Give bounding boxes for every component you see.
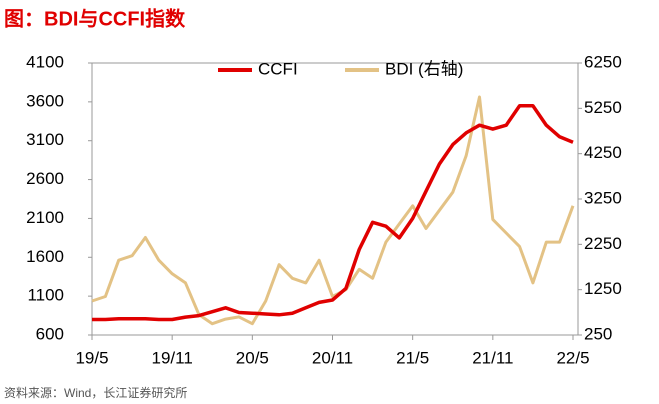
y-tick-label: 1600 xyxy=(26,247,64,266)
y-tick-label: 4100 xyxy=(26,52,64,71)
y2-tick-label: 250 xyxy=(584,324,612,343)
y-tick-label: 600 xyxy=(36,324,64,343)
y2-tick-label: 3250 xyxy=(584,188,622,207)
source: 资料来源：Wind，长江证券研究所 xyxy=(4,385,187,400)
x-tick-label: 19/5 xyxy=(75,348,108,367)
x-tick-label: 19/11 xyxy=(152,348,193,367)
y-tick-label: 2600 xyxy=(26,169,64,188)
y-tick-label: 3600 xyxy=(26,91,64,110)
x-tick-label: 22/5 xyxy=(556,348,589,367)
legend-label: BDI (右轴) xyxy=(385,59,463,78)
series-line xyxy=(92,103,574,322)
y-tick-label: 2100 xyxy=(26,208,64,227)
x-tick-label: 21/5 xyxy=(396,348,429,367)
y-tick-label: 1100 xyxy=(27,286,64,305)
x-tick-label: 20/11 xyxy=(312,348,353,367)
legend-label: CCFI xyxy=(258,59,298,78)
y2-tick-label: 1250 xyxy=(584,279,622,298)
y2-tick-label: 4250 xyxy=(584,143,622,162)
y-tick-label: 3100 xyxy=(26,130,64,149)
y2-tick-label: 5250 xyxy=(584,98,622,117)
y2-tick-label: 6250 xyxy=(584,52,622,71)
x-tick-label: 21/11 xyxy=(472,348,513,367)
y2-tick-label: 2250 xyxy=(584,234,622,253)
chart-title: 图：BDI与CCFI指数 xyxy=(4,6,186,30)
series-line xyxy=(91,95,575,326)
x-tick-label: 20/5 xyxy=(236,348,269,367)
